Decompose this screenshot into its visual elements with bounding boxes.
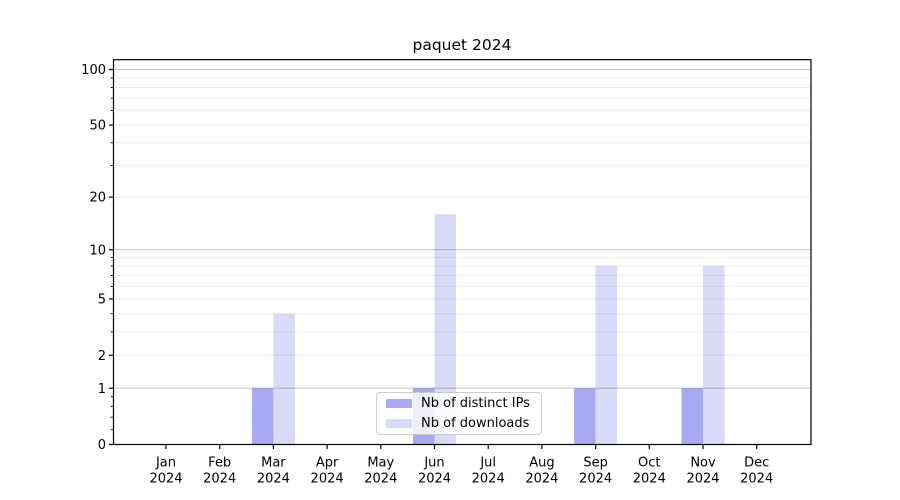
x-tick-label-month: Aug <box>529 456 554 471</box>
legend-swatch-distinct-ips <box>386 399 412 408</box>
x-tick-label-month: Apr <box>316 456 339 471</box>
legend-item-downloads: Nb of downloads <box>377 415 541 432</box>
chart-title: paquet 2024 <box>412 36 512 54</box>
y-tick-label: 50 <box>89 119 106 134</box>
x-tick-label-year: 2024 <box>364 472 397 487</box>
y-axis: 0 1 2 5 10 20 50 100 <box>81 63 114 453</box>
x-tick-label-year: 2024 <box>311 472 344 487</box>
legend: Nb of distinct IPs Nb of downloads <box>376 392 542 435</box>
x-tick-label-month: Jun <box>423 456 444 471</box>
legend-label-distinct-ips: Nb of distinct IPs <box>421 396 530 411</box>
x-tick-label-year: 2024 <box>633 472 666 487</box>
x-tick-label-year: 2024 <box>257 472 290 487</box>
y-tick-label: 20 <box>89 191 106 206</box>
legend-label-downloads: Nb of downloads <box>421 416 530 431</box>
x-tick-label-month: Feb <box>208 456 231 471</box>
bars-group <box>251 214 725 445</box>
legend-swatch-downloads <box>386 419 412 428</box>
gridlines <box>113 69 811 389</box>
x-tick-label-month: Jan <box>155 456 176 471</box>
x-axis: Jan2024Feb2024Mar2024Apr2024May2024Jun20… <box>149 444 773 487</box>
x-tick-label-year: 2024 <box>203 472 236 487</box>
bar-distinct-ips-nov <box>681 388 703 445</box>
y-tick-label: 1 <box>98 382 106 397</box>
y-tick-label: 2 <box>98 349 106 364</box>
x-tick-label-month: Sep <box>583 456 608 471</box>
plot-frame <box>112 59 812 446</box>
bar-distinct-ips-mar <box>251 388 274 445</box>
bar-distinct-ips-sep <box>574 388 596 445</box>
x-tick-label-month: Jul <box>479 456 496 471</box>
x-tick-label-year: 2024 <box>740 472 773 487</box>
x-tick-label-year: 2024 <box>418 472 451 487</box>
bar-downloads-mar <box>273 313 295 445</box>
y-tick-label: 10 <box>89 243 106 258</box>
x-tick-label-year: 2024 <box>472 472 505 487</box>
x-tick-label-year: 2024 <box>579 472 612 487</box>
y-tick-label: 100 <box>81 63 106 78</box>
x-tick-label-year: 2024 <box>686 472 719 487</box>
y-tick-label: 0 <box>98 438 106 453</box>
x-tick-label-year: 2024 <box>149 472 182 487</box>
x-tick-label-month: Dec <box>744 456 769 471</box>
legend-item-distinct-ips: Nb of distinct IPs <box>377 395 541 412</box>
bar-downloads-jun <box>434 214 456 445</box>
x-tick-label-year: 2024 <box>525 472 558 487</box>
x-tick-label-month: Mar <box>261 456 286 471</box>
y-tick-label: 5 <box>98 293 106 308</box>
x-tick-label-month: Nov <box>690 456 716 471</box>
x-tick-label-month: Oct <box>638 456 660 471</box>
x-tick-label-month: May <box>367 456 394 471</box>
